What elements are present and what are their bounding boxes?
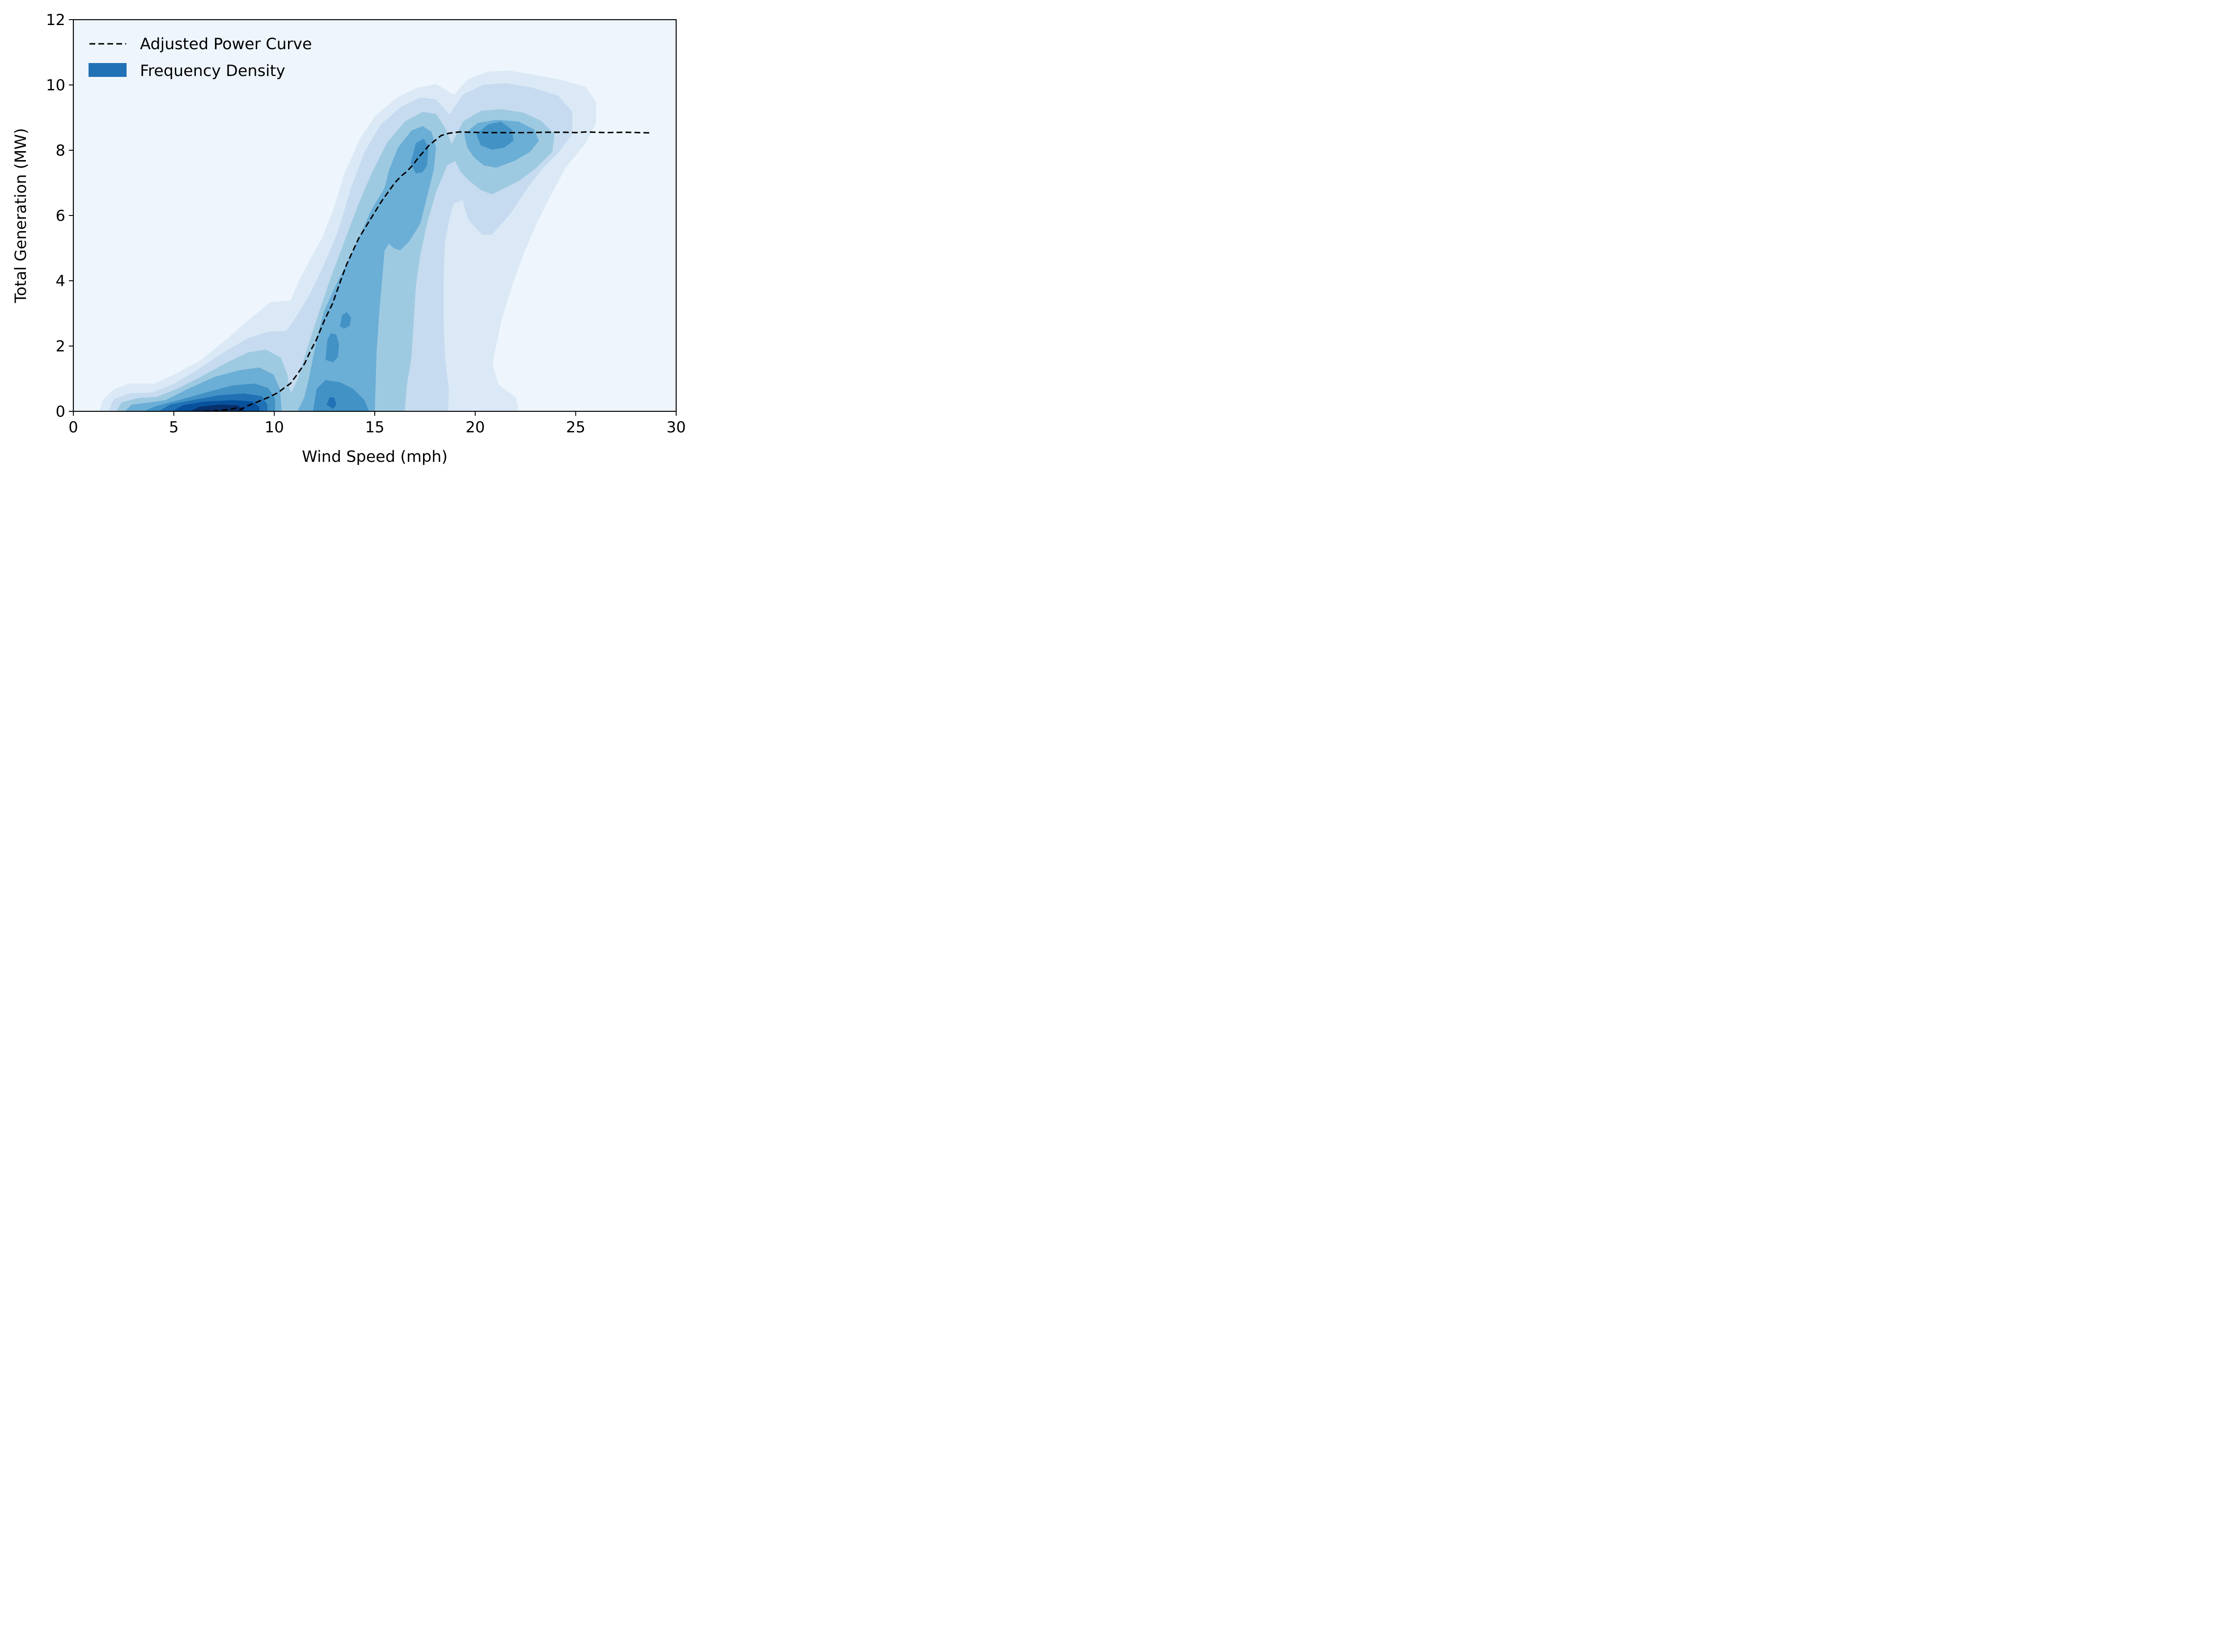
legend-patch-swatch [89, 63, 127, 77]
x-tick-label: 25 [566, 418, 585, 436]
y-axis: 0 2 4 6 8 10 12 [46, 11, 73, 421]
legend: Adjusted Power Curve Frequency Density [89, 35, 312, 80]
y-tick-label: 2 [55, 338, 65, 355]
x-axis: 0 5 10 15 20 25 30 [68, 411, 686, 436]
x-tick-label: 30 [666, 418, 686, 436]
density-level-5 [143, 122, 513, 411]
x-tick-label: 15 [365, 418, 384, 436]
x-tick-label: 10 [265, 418, 284, 436]
adjusted-power-curve-line [204, 131, 652, 411]
density-level-2 [108, 83, 572, 411]
y-tick-label: 10 [46, 76, 65, 94]
y-tick-label: 6 [55, 207, 65, 225]
y-tick-label: 8 [55, 142, 65, 160]
legend-label-power-curve: Adjusted Power Curve [140, 35, 312, 53]
x-tick-label: 20 [466, 418, 485, 436]
y-tick-label: 0 [55, 403, 65, 421]
y-tick-label: 4 [55, 272, 65, 290]
y-tick-label: 12 [46, 11, 65, 29]
density-lobe-low [472, 383, 518, 411]
x-tick-label: 5 [169, 418, 179, 436]
y-axis-label: Total Generation (MW) [12, 128, 30, 303]
legend-label-density: Frequency Density [140, 62, 285, 80]
density-level-8 [190, 405, 244, 411]
density-gap-right [444, 200, 530, 411]
x-axis-label: Wind Speed (mph) [302, 448, 448, 466]
x-tick-label: 0 [68, 418, 78, 436]
frequency-density-contours [99, 71, 596, 411]
